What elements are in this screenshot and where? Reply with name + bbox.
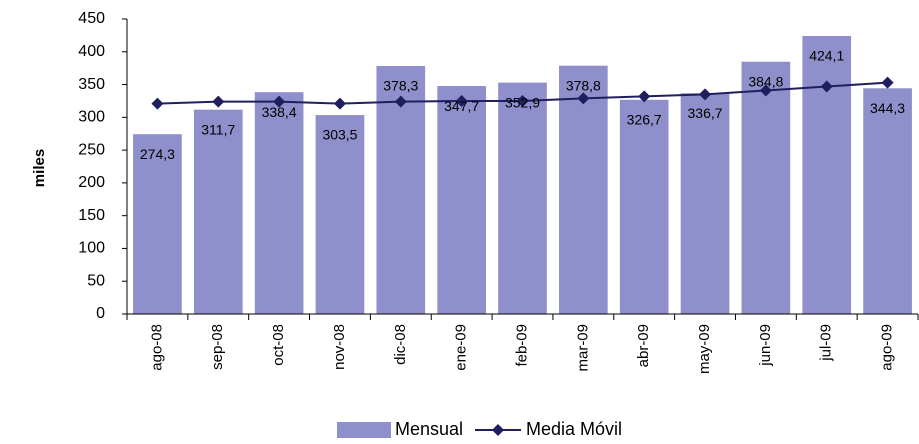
x-tick-label: abr-09 — [635, 324, 652, 367]
y-tick-label: 100 — [78, 240, 105, 257]
data-label: 378,3 — [383, 78, 418, 94]
point — [516, 94, 529, 107]
point — [638, 90, 651, 103]
y-tick-label: 300 — [78, 109, 105, 126]
y-tick-label: 50 — [87, 272, 105, 289]
data-label: 326,7 — [627, 112, 662, 128]
x-tick-label: nov-08 — [331, 324, 348, 370]
data-label: 274,3 — [140, 146, 175, 162]
x-tick-label: sep-08 — [209, 324, 226, 370]
x-tick-label: dic-08 — [392, 324, 409, 365]
data-label: 424,1 — [809, 48, 844, 64]
legend-label: Media Móvil — [526, 419, 622, 439]
point — [333, 97, 346, 110]
point — [212, 95, 225, 108]
point — [455, 94, 468, 107]
legend-label: Mensual — [395, 419, 463, 439]
data-label: 378,8 — [566, 77, 601, 93]
bar — [802, 35, 852, 315]
y-axis-title: miles — [31, 149, 48, 187]
y-tick-label: 250 — [78, 141, 105, 158]
legend-swatch — [337, 422, 391, 438]
bar — [437, 86, 486, 315]
data-label: 336,7 — [688, 105, 723, 121]
bar — [498, 82, 547, 314]
data-label: 344,3 — [870, 100, 905, 116]
x-tick-label: jun-09 — [757, 324, 774, 367]
data-label: 311,7 — [201, 121, 235, 137]
y-tick-label: 150 — [78, 207, 105, 224]
x-tick-label: ago-08 — [148, 324, 165, 371]
point — [699, 88, 712, 101]
x-tick-label: jul-09 — [818, 324, 835, 362]
x-tick-label: mar-09 — [574, 324, 591, 372]
data-label: 352,9 — [505, 94, 540, 110]
bar — [741, 61, 791, 315]
point — [151, 97, 164, 110]
y-tick-label: 350 — [78, 76, 105, 93]
x-tick-label: feb-09 — [513, 324, 530, 367]
bar — [680, 93, 730, 314]
bar — [863, 88, 912, 314]
y-tick-label: 200 — [78, 174, 105, 191]
y-tick-label: 450 — [78, 10, 105, 27]
x-tick-label: ene-09 — [453, 324, 470, 371]
bar — [315, 115, 365, 315]
point — [881, 76, 894, 89]
data-label: 303,5 — [322, 127, 357, 143]
point — [759, 84, 772, 97]
data-label: 338,4 — [262, 104, 297, 120]
bar — [559, 65, 608, 314]
x-tick-label: ago-09 — [879, 324, 896, 371]
x-tick-label: oct-08 — [270, 324, 287, 366]
bar — [619, 99, 669, 314]
point — [273, 95, 286, 108]
point — [820, 80, 833, 93]
y-tick-label: 400 — [78, 43, 105, 60]
point — [394, 95, 407, 108]
bar — [133, 134, 182, 314]
y-tick-label: 0 — [96, 305, 105, 322]
point — [577, 92, 590, 105]
legend-marker — [492, 424, 504, 436]
data-label: 384,8 — [748, 73, 783, 89]
bar — [254, 92, 304, 314]
x-tick-label: may-09 — [696, 324, 713, 374]
bar — [193, 109, 243, 314]
data-label: 347,7 — [444, 98, 479, 114]
